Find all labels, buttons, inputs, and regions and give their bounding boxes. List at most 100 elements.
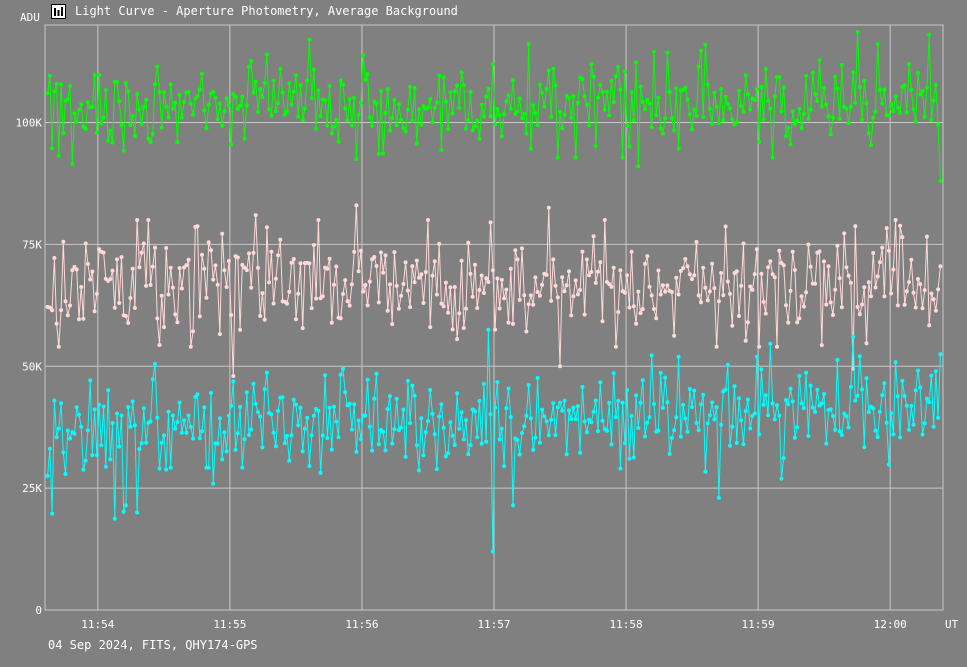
series-2-point	[877, 260, 882, 265]
series-3-point	[177, 400, 182, 405]
series-3-point	[150, 377, 155, 382]
series-1-point	[931, 98, 936, 103]
series-1-point	[837, 116, 842, 121]
series-3-point	[643, 434, 647, 439]
series-2-point	[52, 256, 57, 260]
series-2-point	[520, 246, 524, 251]
series-2-point	[607, 282, 612, 287]
series-2-point	[759, 271, 764, 276]
series-2-point	[822, 259, 826, 264]
series-2-point	[200, 252, 204, 257]
series-3-point	[446, 451, 451, 456]
series-1-point	[466, 118, 471, 122]
series-3-point	[403, 454, 408, 459]
series-1-point	[341, 82, 345, 87]
series-1-point	[419, 122, 424, 127]
series-2-point	[819, 343, 824, 348]
series-1-point	[656, 95, 661, 100]
series-3-point	[224, 449, 229, 454]
series-1-point	[54, 81, 59, 86]
series-1-point	[452, 89, 457, 94]
series-3-point	[117, 444, 122, 449]
series-3-point	[285, 434, 289, 438]
series-2-point	[285, 301, 289, 306]
series-3-point	[582, 419, 587, 424]
series-3-point	[813, 409, 818, 414]
series-1-point	[707, 106, 712, 111]
series-3-point	[408, 421, 413, 426]
series-1-point	[703, 42, 708, 47]
series-1-point	[314, 126, 319, 131]
series-1-point	[213, 95, 218, 100]
series-3-point	[575, 404, 580, 409]
series-3-point	[824, 441, 829, 446]
series-3-point	[734, 440, 739, 445]
series-2-point	[728, 291, 732, 296]
series-1-point	[271, 78, 276, 83]
series-1-point	[620, 155, 625, 160]
x-tick-label: 11:55	[213, 618, 246, 631]
series-2-point	[54, 321, 59, 326]
series-2-point	[343, 278, 348, 283]
series-1-point	[412, 86, 417, 91]
series-2-point	[184, 263, 189, 268]
series-2-point	[320, 294, 325, 299]
series-2-point	[249, 285, 254, 290]
series-3-point	[394, 396, 399, 401]
series-1-point	[52, 89, 57, 94]
x-axis-label: UT	[945, 618, 959, 631]
series-1-point	[325, 123, 330, 128]
series-2-point	[895, 303, 900, 308]
series-3-point	[663, 375, 668, 380]
series-1-point	[488, 114, 493, 119]
series-1-point	[229, 142, 234, 147]
series-2-point	[580, 249, 585, 254]
series-2-point	[857, 312, 862, 317]
series-1-point	[291, 89, 296, 94]
series-2-point	[591, 234, 596, 239]
series-3-point	[600, 418, 605, 423]
series-3-point	[381, 429, 386, 434]
series-2-point	[546, 205, 551, 210]
series-2-point	[356, 269, 361, 274]
series-3-point	[904, 403, 909, 408]
series-2-point	[477, 288, 482, 292]
series-2-point	[540, 282, 545, 287]
series-1-point	[555, 155, 560, 160]
series-1-point	[61, 131, 66, 135]
series-1-point	[408, 84, 413, 89]
series-1-point	[249, 59, 254, 63]
series-3-point	[851, 335, 856, 339]
series-1-point	[537, 82, 542, 87]
series-1-point	[316, 88, 321, 93]
series-3-point	[716, 495, 721, 500]
series-3-point	[730, 424, 735, 429]
series-2-point	[741, 241, 746, 246]
series-2-point	[898, 223, 903, 228]
series-2-point	[164, 246, 169, 250]
series-1-point	[826, 114, 831, 119]
series-2-point	[244, 268, 249, 273]
series-3-point	[703, 469, 708, 474]
series-2-point	[448, 285, 453, 290]
series-2-point	[56, 344, 61, 349]
series-2-point	[486, 280, 491, 284]
series-2-point	[801, 304, 806, 309]
series-3-point	[860, 387, 865, 392]
series-3-point	[428, 388, 433, 392]
series-1-point	[448, 90, 453, 95]
series-3-point	[535, 376, 540, 380]
series-1-point	[392, 97, 397, 102]
series-2-point	[262, 317, 267, 322]
series-3-point	[846, 425, 851, 430]
series-3-point	[251, 381, 256, 386]
series-3-point	[289, 433, 294, 438]
series-1-point	[589, 62, 594, 67]
series-1-point	[781, 85, 786, 90]
series-3-point	[434, 467, 439, 472]
series-2-point	[349, 282, 354, 287]
series-2-point	[345, 299, 350, 304]
series-1-point	[645, 97, 650, 102]
series-1-point	[132, 134, 137, 139]
series-3-point	[294, 402, 298, 407]
